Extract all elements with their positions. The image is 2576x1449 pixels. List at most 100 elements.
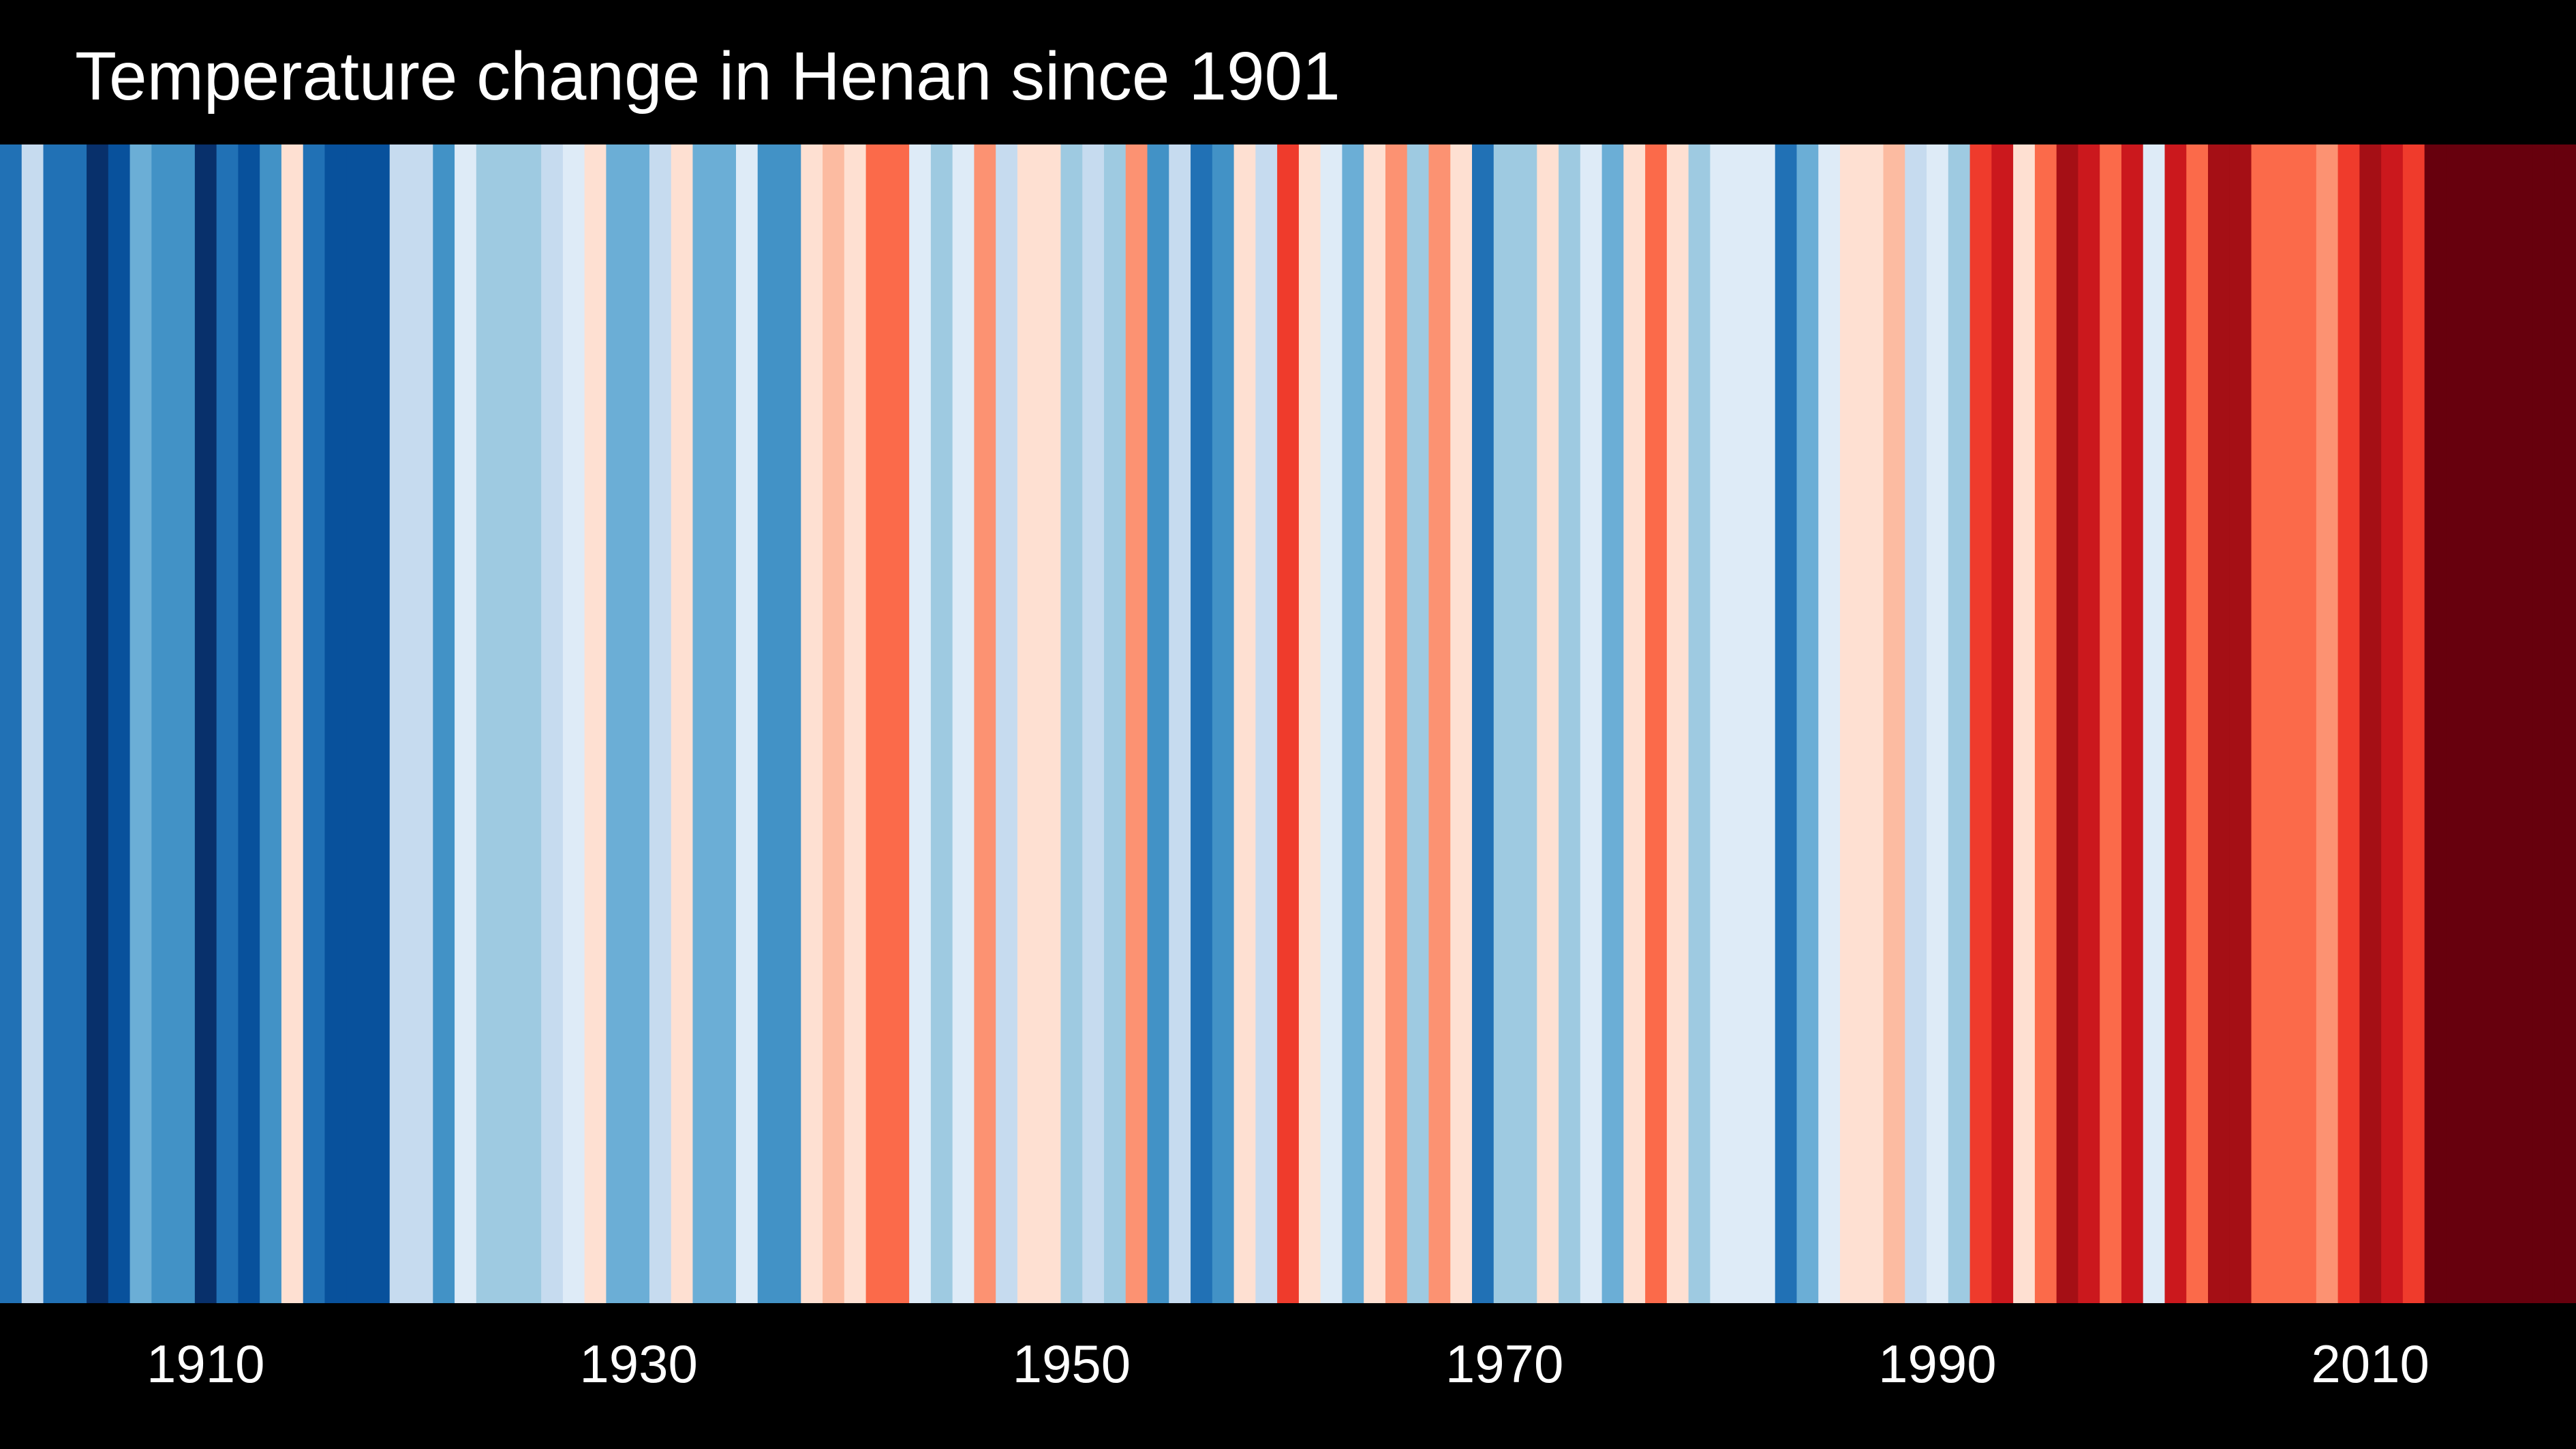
- stripe-1994: [2013, 144, 2036, 1303]
- stripe-1934: [714, 144, 737, 1303]
- stripe-2014: [2446, 144, 2468, 1303]
- stripe-1917: [346, 144, 369, 1303]
- stripe-1902: [21, 144, 44, 1303]
- stripe-1956: [1191, 144, 1213, 1303]
- stripe-1929: [606, 144, 628, 1303]
- x-tick-label: 1990: [1878, 1334, 1997, 1394]
- stripe-1916: [324, 144, 347, 1303]
- x-axis-ticks: 1910 1930 1950 1970 1990 2010: [0, 1326, 2576, 1401]
- stripe-1918: [368, 144, 390, 1303]
- x-tick-label: 2010: [2311, 1334, 2429, 1394]
- stripe-1937: [779, 144, 801, 1303]
- stripe-2004: [2229, 144, 2252, 1303]
- stripe-1976: [1623, 144, 1646, 1303]
- stripe-1996: [2056, 144, 2079, 1303]
- stripe-1926: [541, 144, 564, 1303]
- stripe-1999: [2121, 144, 2144, 1303]
- stripe-1958: [1233, 144, 1256, 1303]
- stripe-1992: [1969, 144, 1992, 1303]
- stripe-1955: [1169, 144, 1191, 1303]
- stripe-1966: [1407, 144, 1430, 1303]
- stripe-2001: [2164, 144, 2187, 1303]
- stripe-1924: [497, 144, 520, 1303]
- stripe-2010: [2359, 144, 2382, 1303]
- stripe-1944: [930, 144, 953, 1303]
- stripe-1993: [1991, 144, 2014, 1303]
- stripe-1919: [389, 144, 412, 1303]
- stripe-1998: [2100, 144, 2122, 1303]
- stripe-1991: [1948, 144, 1971, 1303]
- stripe-1907: [129, 144, 152, 1303]
- stripe-1941: [865, 144, 888, 1303]
- stripe-2013: [2424, 144, 2447, 1303]
- stripe-2015: [2468, 144, 2490, 1303]
- stripe-2005: [2251, 144, 2273, 1303]
- stripe-1997: [2078, 144, 2100, 1303]
- stripe-1960: [1277, 144, 1300, 1303]
- stripe-1957: [1212, 144, 1235, 1303]
- warming-stripes-plot: [0, 144, 2576, 1303]
- stripe-1953: [1125, 144, 1148, 1303]
- stripe-1921: [433, 144, 455, 1303]
- stripe-1962: [1320, 144, 1343, 1303]
- stripe-1980: [1710, 144, 1732, 1303]
- stripe-2011: [2381, 144, 2404, 1303]
- stripe-1963: [1342, 144, 1364, 1303]
- stripe-1964: [1364, 144, 1386, 1303]
- stripe-1942: [887, 144, 910, 1303]
- stripe-1910: [194, 144, 217, 1303]
- stripe-1939: [823, 144, 845, 1303]
- stripe-2002: [2186, 144, 2209, 1303]
- stripe-1986: [1840, 144, 1862, 1303]
- stripe-1928: [584, 144, 607, 1303]
- stripe-2008: [2316, 144, 2339, 1303]
- stripe-1987: [1861, 144, 1884, 1303]
- stripe-1979: [1688, 144, 1711, 1303]
- stripe-1920: [411, 144, 433, 1303]
- stripe-1930: [628, 144, 650, 1303]
- stripe-1932: [671, 144, 694, 1303]
- stripe-1903: [43, 144, 65, 1303]
- stripe-1950: [1060, 144, 1083, 1303]
- stripe-1954: [1147, 144, 1169, 1303]
- stripe-1973: [1559, 144, 1581, 1303]
- stripe-1940: [844, 144, 867, 1303]
- stripe-1975: [1601, 144, 1624, 1303]
- stripe-1938: [801, 144, 823, 1303]
- stripe-1927: [562, 144, 585, 1303]
- stripe-1909: [173, 144, 196, 1303]
- stripe-1981: [1732, 144, 1754, 1303]
- stripe-1904: [65, 144, 87, 1303]
- stripe-1947: [996, 144, 1018, 1303]
- stripe-1931: [649, 144, 672, 1303]
- stripe-1935: [736, 144, 758, 1303]
- stripe-1970: [1493, 144, 1516, 1303]
- stripe-1974: [1580, 144, 1603, 1303]
- stripe-1989: [1905, 144, 1927, 1303]
- stripe-1967: [1428, 144, 1451, 1303]
- x-tick-label: 1970: [1445, 1334, 1564, 1394]
- stripe-1978: [1666, 144, 1689, 1303]
- x-tick-label: 1930: [579, 1334, 698, 1394]
- stripe-1951: [1082, 144, 1105, 1303]
- stripe-1959: [1255, 144, 1278, 1303]
- stripe-2007: [2295, 144, 2317, 1303]
- stripe-1922: [455, 144, 477, 1303]
- stripe-1901: [0, 144, 22, 1303]
- stripe-1943: [909, 144, 932, 1303]
- stripe-1965: [1385, 144, 1408, 1303]
- stripe-1908: [151, 144, 174, 1303]
- stripe-2018: [2532, 144, 2555, 1303]
- stripe-1988: [1883, 144, 1905, 1303]
- stripe-1912: [238, 144, 260, 1303]
- stripe-1905: [87, 144, 109, 1303]
- stripe-1984: [1796, 144, 1819, 1303]
- stripe-2006: [2273, 144, 2295, 1303]
- stripe-1945: [952, 144, 975, 1303]
- stripe-1982: [1753, 144, 1776, 1303]
- stripe-1983: [1775, 144, 1798, 1303]
- stripe-1925: [519, 144, 542, 1303]
- stripe-2009: [2337, 144, 2360, 1303]
- stripe-1948: [1017, 144, 1040, 1303]
- stripe-2000: [2143, 144, 2166, 1303]
